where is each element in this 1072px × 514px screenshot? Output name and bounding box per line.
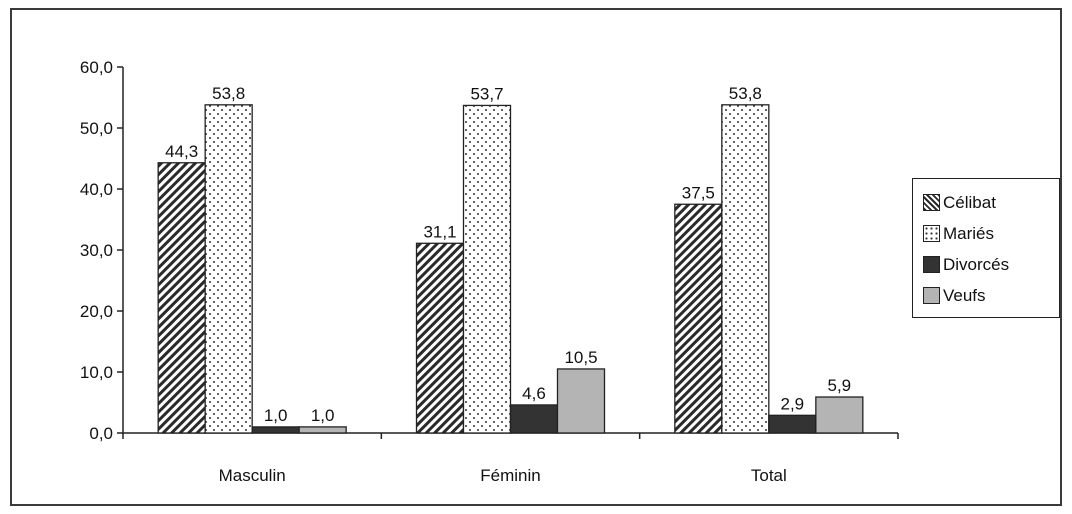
y-tick-label: 30,0 xyxy=(80,241,113,260)
x-tick-label: Masculin xyxy=(219,466,286,485)
bar-mariés-féminin xyxy=(462,104,512,434)
legend-swatch xyxy=(923,225,940,242)
legend: Célibat Mariés Divorcés Veufs xyxy=(912,178,1060,318)
y-tick-label: 60,0 xyxy=(80,58,113,77)
legend-item: Veufs xyxy=(923,280,1059,311)
x-tick-label: Total xyxy=(751,466,787,485)
bar-divorcés-masculin xyxy=(251,426,300,434)
legend-label: Célibat xyxy=(943,192,996,212)
y-tick-label: 20,0 xyxy=(80,302,113,321)
y-tick-label: 50,0 xyxy=(80,119,113,138)
bar-mariés-masculin xyxy=(204,104,253,434)
data-label: 1,0 xyxy=(311,406,335,425)
data-label: 53,8 xyxy=(212,84,245,103)
legend-swatch xyxy=(923,287,940,304)
y-tick-label: 40,0 xyxy=(80,180,113,199)
data-label: 53,7 xyxy=(470,84,503,103)
data-label: 31,1 xyxy=(423,222,456,241)
data-label: 37,5 xyxy=(682,183,715,202)
bar-divorcés-total xyxy=(768,414,817,434)
data-label: 10,5 xyxy=(564,348,597,367)
bars xyxy=(157,104,864,434)
data-label: 44,3 xyxy=(165,142,198,161)
data-label: 5,9 xyxy=(828,376,852,395)
bar-veufs-total xyxy=(815,396,864,434)
data-label: 4,6 xyxy=(522,384,546,403)
y-tick-label: 0,0 xyxy=(89,424,113,443)
x-tick-label: Féminin xyxy=(480,466,540,485)
bar-célibat-total xyxy=(674,203,723,434)
data-label: 2,9 xyxy=(781,394,805,413)
data-label: 53,8 xyxy=(729,84,762,103)
legend-swatch xyxy=(923,256,940,273)
data-label: 1,0 xyxy=(264,406,288,425)
legend-swatch xyxy=(923,194,940,211)
legend-label: Veufs xyxy=(943,285,986,305)
bar-veufs-masculin xyxy=(298,426,347,434)
legend-item: Célibat xyxy=(923,187,1059,218)
value-labels: 44,3 53,8 1,0 1,0 31,1 53,7 4,6 10,5 37,5 53,8 2,9… xyxy=(165,84,851,425)
legend-label: Mariés xyxy=(943,223,995,243)
legend-label: Divorcés xyxy=(943,254,1010,274)
bar-veufs-féminin xyxy=(556,368,606,434)
bar-mariés-total xyxy=(721,104,770,434)
bar-célibat-masculin xyxy=(157,162,206,434)
bar-célibat-féminin xyxy=(415,242,465,434)
legend-item: Divorcés xyxy=(923,249,1059,280)
y-tick-label: 10,0 xyxy=(80,363,113,382)
bar-divorcés-féminin xyxy=(509,404,559,434)
legend-item: Mariés xyxy=(923,218,1059,249)
